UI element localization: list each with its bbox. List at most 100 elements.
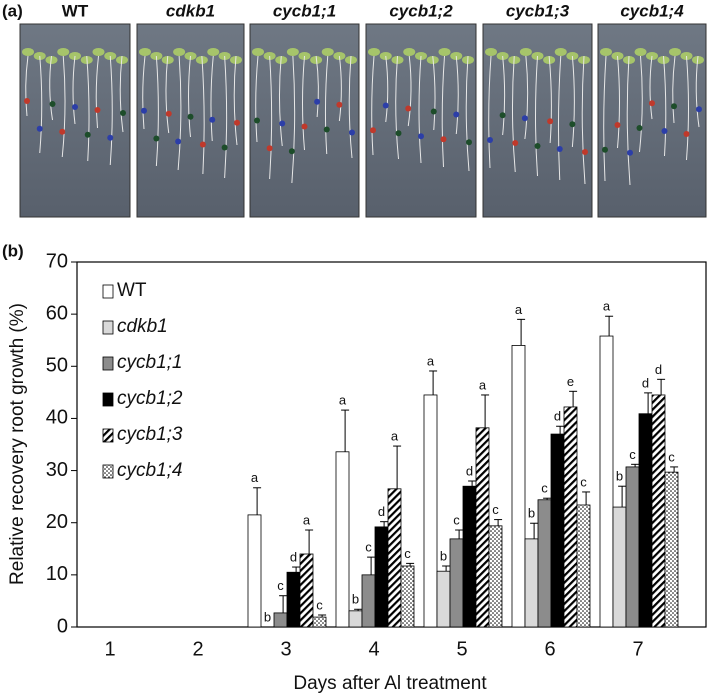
leaf [438, 48, 451, 56]
root [432, 55, 436, 131]
bar [651, 394, 666, 628]
root-mark [221, 144, 228, 151]
y-tick-label: 70 [46, 250, 68, 272]
legend-swatch [102, 356, 114, 371]
leaf [485, 48, 497, 56]
root-mark [382, 102, 389, 109]
bar [475, 427, 490, 628]
root [502, 55, 506, 136]
bar [299, 553, 314, 628]
significance-letter: c [668, 449, 675, 464]
bar [312, 616, 327, 628]
root-mark [234, 119, 240, 126]
root [201, 55, 205, 175]
significance-letter: a [479, 377, 487, 392]
root [302, 55, 305, 151]
leaf [57, 48, 70, 56]
root-mark [72, 104, 78, 110]
root-mark [209, 116, 216, 123]
root [95, 55, 99, 129]
root [177, 55, 182, 171]
root-mark [430, 108, 437, 115]
root [617, 55, 620, 149]
bar [612, 506, 627, 628]
root-mark [288, 148, 295, 155]
bar [247, 514, 262, 628]
legend-label: cycb1;1 [117, 352, 182, 373]
y-tick-label: 60 [46, 302, 68, 324]
leaf [139, 48, 151, 56]
significance-letter: a [427, 353, 435, 368]
root-mark [512, 140, 519, 146]
significance-letter: c [453, 512, 460, 527]
root-mark [440, 136, 447, 143]
legend-swatch [102, 428, 114, 443]
root [548, 55, 552, 144]
root [535, 55, 538, 177]
legend-swatch [102, 284, 114, 299]
panel-label: (b) [2, 241, 24, 260]
bar [374, 526, 389, 628]
x-tick-label: 2 [192, 638, 203, 660]
root [686, 55, 689, 161]
significance-letter: b [528, 506, 535, 521]
root [338, 55, 342, 122]
significance-letter: b [264, 609, 271, 624]
bar [400, 565, 415, 628]
legend-label: WT [117, 280, 147, 301]
root-mark [627, 149, 633, 156]
leaf [554, 48, 567, 56]
leaf [92, 48, 105, 56]
bar [664, 471, 679, 628]
root [639, 55, 643, 153]
bar [576, 504, 591, 628]
root-mark [141, 107, 147, 114]
leaf [321, 48, 334, 56]
root [511, 55, 516, 173]
root-mark [499, 112, 506, 119]
root [407, 55, 412, 127]
significance-letter: b [616, 469, 623, 484]
root [663, 55, 667, 157]
root-mark [661, 128, 668, 134]
root-mark [120, 110, 126, 116]
root-mark [279, 120, 286, 127]
significance-letter: a [339, 393, 347, 408]
legend-swatch [102, 392, 114, 407]
bar [423, 394, 438, 628]
leaf [519, 48, 532, 56]
root [72, 55, 76, 125]
root-mark [418, 133, 424, 140]
root [109, 55, 113, 166]
bar [625, 466, 640, 628]
photo-label: cycb1;1 [273, 1, 336, 20]
root [188, 55, 191, 138]
bar [335, 451, 350, 628]
bar [449, 538, 464, 628]
bar [361, 574, 376, 628]
legend-label: cycb1;4 [117, 460, 182, 481]
leaf [368, 48, 380, 56]
leaf [286, 48, 299, 56]
root [278, 55, 283, 147]
root [291, 55, 296, 184]
root [224, 55, 228, 179]
root-mark [49, 101, 56, 107]
significance-letter: c [492, 502, 499, 517]
panel-label: (a) [2, 1, 23, 20]
leaf [634, 48, 647, 56]
root-mark [24, 98, 30, 104]
significance-letter: c [629, 447, 636, 462]
y-tick-label: 30 [46, 459, 68, 481]
root-mark [314, 98, 321, 105]
root [119, 55, 124, 133]
root-mark [36, 125, 43, 132]
photo-strip: WT cdkb1 cycb1;1 cycb1;2 cycb1;3 cycb1;4 [19, 1, 707, 218]
root-mark [683, 131, 690, 137]
root-mark [521, 115, 528, 122]
root-mark [254, 117, 260, 124]
root-mark [349, 129, 355, 136]
significance-letter: c [580, 474, 587, 489]
significance-letter: c [277, 578, 284, 593]
root-mark [266, 145, 273, 152]
